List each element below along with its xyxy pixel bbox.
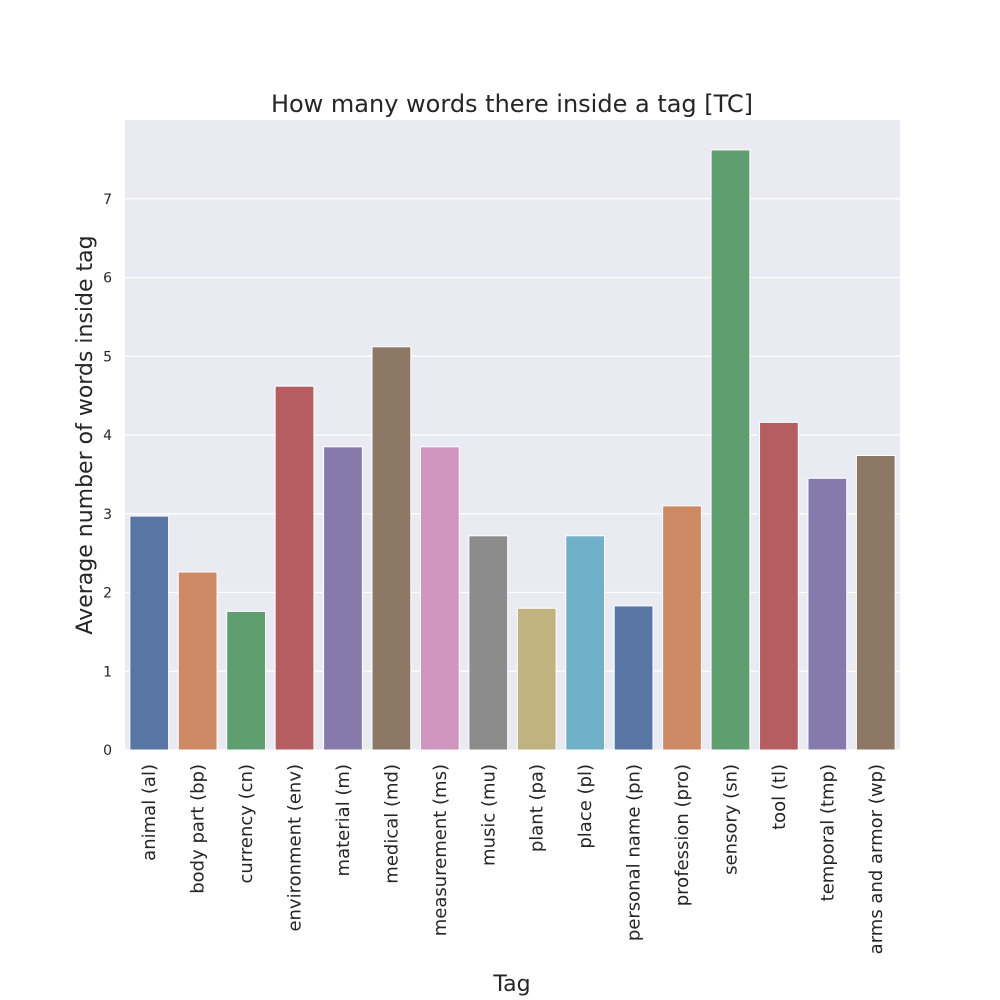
- bar: [613, 605, 654, 751]
- x-tick-label: tool (tl): [769, 764, 790, 830]
- x-tick-label: music (mu): [478, 764, 499, 866]
- bar: [855, 454, 896, 751]
- bar: [468, 535, 509, 751]
- x-tick-label: arms and armor (wp): [866, 764, 887, 954]
- y-tick-label: 0: [103, 743, 112, 759]
- bar: [710, 149, 751, 751]
- bar: [419, 446, 460, 751]
- bars: [129, 149, 896, 751]
- x-tick-label: place (pl): [575, 764, 596, 849]
- bar: [807, 477, 848, 751]
- chart-title: How many words there inside a tag [TC]: [271, 90, 753, 118]
- x-tick-label: body part (bp): [188, 764, 209, 894]
- bar: [226, 610, 266, 751]
- y-tick-label: 4: [103, 428, 112, 444]
- x-tick-label: medical (md): [381, 764, 402, 884]
- x-tick-label: currency (cn): [236, 764, 257, 884]
- y-tick-label: 6: [103, 271, 112, 287]
- x-tick-label: material (m): [333, 764, 354, 876]
- y-tick-label: 7: [103, 192, 112, 208]
- x-tick-label: measurement (ms): [430, 764, 451, 936]
- x-tick-label: temporal (tmp): [817, 764, 838, 901]
- x-tick-label: personal name (pn): [624, 764, 645, 941]
- y-tick-label: 5: [103, 349, 112, 365]
- x-tick-labels: animal (al) body part (bp) currency (cn) en…: [139, 764, 887, 954]
- x-tick-label: plant (pa): [527, 764, 548, 852]
- bar: [274, 385, 315, 751]
- x-tick-label: profession (pro): [672, 764, 693, 906]
- y-tick-labels: 0 1 2 3 4 5 6 7: [103, 192, 112, 759]
- bar: [662, 505, 702, 751]
- bar: [323, 446, 363, 751]
- bar: [759, 421, 799, 751]
- bar: [371, 346, 412, 751]
- y-tick-label: 1: [103, 664, 112, 680]
- y-tick-label: 2: [103, 586, 112, 602]
- bar: [565, 535, 606, 751]
- bar: [177, 571, 218, 751]
- x-tick-label: sensory (sn): [720, 764, 741, 875]
- y-tick-label: 3: [103, 507, 112, 523]
- x-axis-title: Tag: [492, 972, 530, 997]
- bar: [129, 515, 170, 751]
- bar: [516, 607, 557, 751]
- x-tick-label: animal (al): [139, 764, 160, 861]
- x-tick-label: environment (env): [285, 764, 306, 932]
- y-axis-title: Average number of words inside tag: [73, 235, 98, 634]
